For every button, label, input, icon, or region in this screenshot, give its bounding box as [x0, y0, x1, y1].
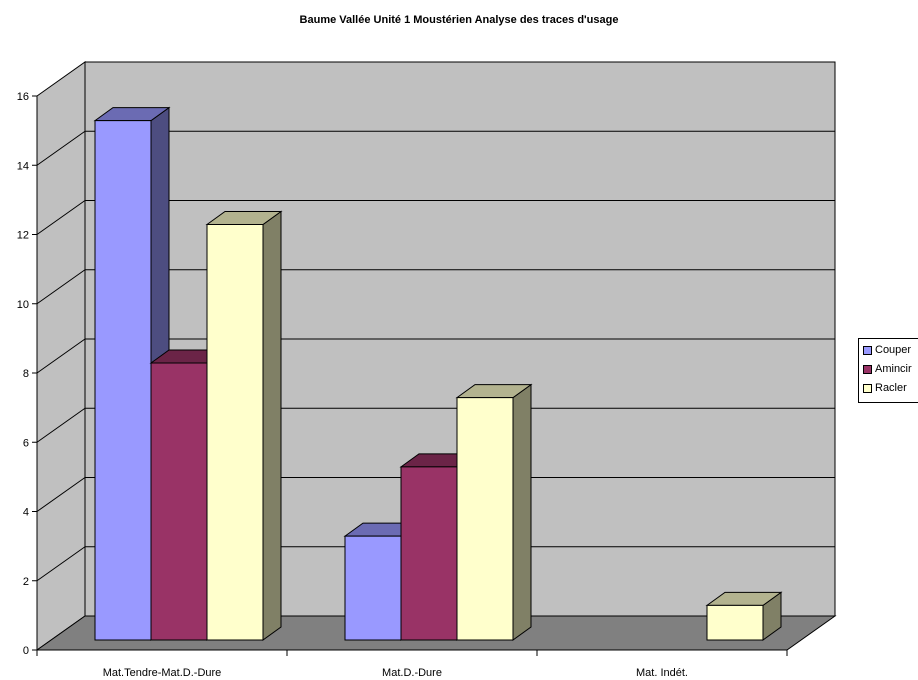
- bar-front-racler-mat-d-dure: [456, 397, 514, 641]
- bar-front-amincir-mat-tendre-mat-d-dure: [150, 362, 208, 641]
- bar-front-racler-mat-tendre-mat-d-dure: [206, 224, 264, 641]
- legend-swatch-amincir: [863, 364, 872, 374]
- legend-item-amincir: Amincir: [863, 362, 912, 376]
- y-tick-label: 8: [23, 368, 29, 380]
- y-tick-label: 12: [17, 230, 29, 242]
- y-tick-label: 0: [23, 645, 29, 657]
- y-tick-label: 16: [17, 91, 29, 103]
- y-tick-label: 14: [17, 160, 29, 172]
- legend-label-couper: Couper: [875, 344, 912, 356]
- bar-front-couper-mat-d-dure: [344, 535, 402, 641]
- gridline-side: [36, 407, 86, 443]
- gridline-side: [36, 338, 86, 374]
- legend-label-amincir: Amincir: [875, 363, 912, 375]
- y-tick-label: 2: [23, 576, 29, 588]
- bar-side-racler-mat-d-dure: [512, 383, 532, 641]
- y-tick-label: 4: [23, 507, 29, 519]
- bar-front-couper-mat-tendre-mat-d-dure: [94, 120, 152, 641]
- bars: [93, 106, 783, 641]
- bar-racler-mat-ind-t: [705, 591, 783, 641]
- legend-label-racler: Racler: [875, 382, 907, 394]
- bar-racler-mat-tendre-mat-d-dure: [205, 210, 283, 641]
- gridline-side: [36, 546, 86, 582]
- y-tick-label: 6: [23, 437, 29, 449]
- legend-swatch-couper: [863, 345, 872, 355]
- gridline-side: [36, 130, 86, 166]
- x-tick-label: Mat.Tendre-Mat.D.-Dure: [103, 667, 222, 679]
- bar-front-racler-mat-ind-t: [706, 604, 764, 641]
- legend-item-racler: Racler: [863, 381, 907, 395]
- x-tick-label: Mat.D.-Dure: [382, 667, 442, 679]
- bar-front-amincir-mat-d-dure: [400, 466, 458, 641]
- bar-side-racler-mat-tendre-mat-d-dure: [262, 210, 282, 641]
- legend-item-couper: Couper: [863, 343, 911, 357]
- y-tick-label: 10: [17, 299, 29, 311]
- gridline-side: [36, 200, 86, 235]
- bar-racler-mat-d-dure: [455, 383, 533, 641]
- gridline-side: [36, 477, 86, 512]
- axes: 0 2 4 6 8 10 12 14 16 Mat.Tendre-Mat.D.-Dure Mat.D…: [17, 91, 788, 679]
- x-tick-label: Mat. Indét.: [636, 667, 688, 679]
- gridline-side: [36, 269, 86, 305]
- legend-swatch-racler: [863, 383, 872, 393]
- chart-title: Baume Vallée Unité 1 Moustérien Analyse …: [299, 14, 619, 26]
- legend: Couper Amincir Racler: [858, 338, 918, 403]
